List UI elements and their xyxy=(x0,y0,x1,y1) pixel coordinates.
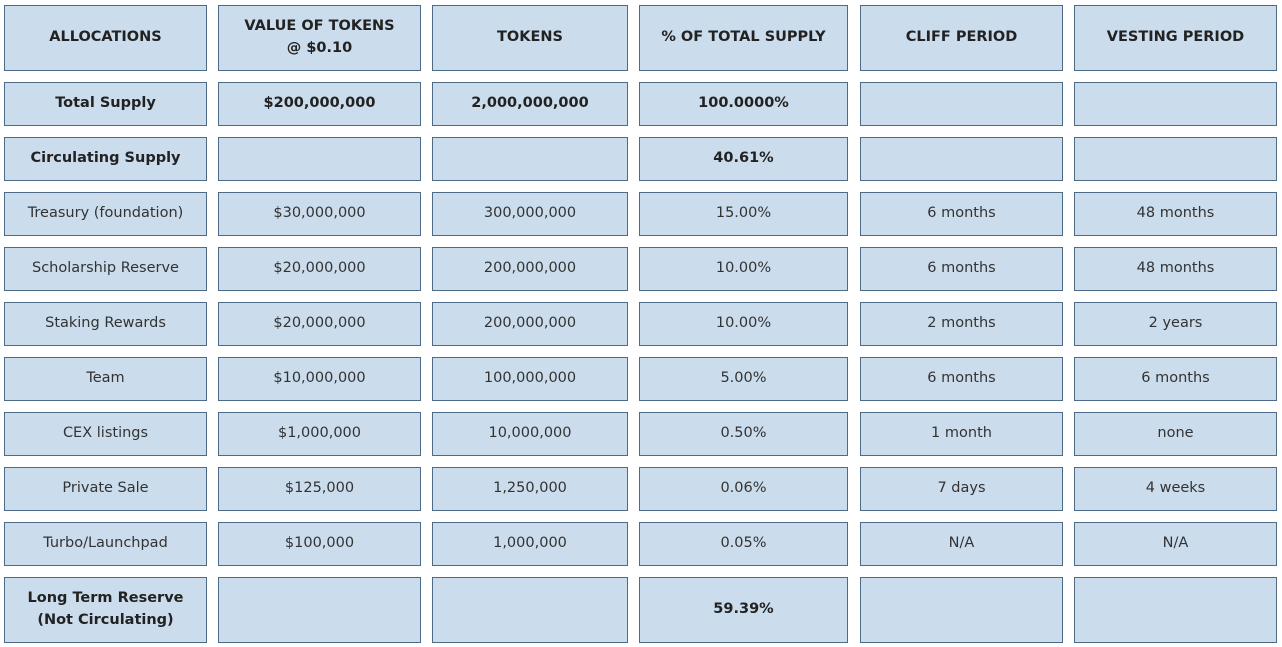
table-cell: Team xyxy=(4,357,207,401)
header-cell: VALUE OF TOKENS @ $0.10 xyxy=(218,5,421,71)
table-cell: 6 months xyxy=(860,357,1063,401)
table-cell xyxy=(218,137,421,181)
table-cell: 2,000,000,000 xyxy=(432,82,628,126)
table-cell: Total Supply xyxy=(4,82,207,126)
table-cell: 1,250,000 xyxy=(432,467,628,511)
table-cell: 100.0000% xyxy=(639,82,848,126)
table-cell: Staking Rewards xyxy=(4,302,207,346)
table-cell: 0.50% xyxy=(639,412,848,456)
table-cell: 100,000,000 xyxy=(432,357,628,401)
table-cell xyxy=(860,137,1063,181)
table-cell xyxy=(432,577,628,643)
table-cell: 7 days xyxy=(860,467,1063,511)
table-cell: 300,000,000 xyxy=(432,192,628,236)
table-cell: 6 months xyxy=(860,192,1063,236)
header-cell: TOKENS xyxy=(432,5,628,71)
table-cell: Long Term Reserve (Not Circulating) xyxy=(4,577,207,643)
table-cell: N/A xyxy=(860,522,1063,566)
table-cell: 10.00% xyxy=(639,247,848,291)
table-cell: 2 months xyxy=(860,302,1063,346)
table-cell: Turbo/Launchpad xyxy=(4,522,207,566)
table-cell: 48 months xyxy=(1074,247,1277,291)
table-cell: 200,000,000 xyxy=(432,247,628,291)
table-cell: Treasury (foundation) xyxy=(4,192,207,236)
table-cell: 1,000,000 xyxy=(432,522,628,566)
table-cell: $10,000,000 xyxy=(218,357,421,401)
header-cell: VESTING PERIOD xyxy=(1074,5,1277,71)
table-cell xyxy=(860,577,1063,643)
table-cell: CEX listings xyxy=(4,412,207,456)
table-cell: $20,000,000 xyxy=(218,302,421,346)
table-cell xyxy=(432,137,628,181)
table-cell xyxy=(1074,82,1277,126)
table-cell: $125,000 xyxy=(218,467,421,511)
table-cell: 2 years xyxy=(1074,302,1277,346)
header-cell: ALLOCATIONS xyxy=(4,5,207,71)
table-cell: Scholarship Reserve xyxy=(4,247,207,291)
table-cell: $30,000,000 xyxy=(218,192,421,236)
table-cell: 10,000,000 xyxy=(432,412,628,456)
table-cell: Private Sale xyxy=(4,467,207,511)
table-cell: 10.00% xyxy=(639,302,848,346)
table-cell: $100,000 xyxy=(218,522,421,566)
table-cell xyxy=(1074,577,1277,643)
table-cell xyxy=(860,82,1063,126)
table-cell: 5.00% xyxy=(639,357,848,401)
table-cell: none xyxy=(1074,412,1277,456)
table-cell: Circulating Supply xyxy=(4,137,207,181)
table-cell: 4 weeks xyxy=(1074,467,1277,511)
table-cell: $1,000,000 xyxy=(218,412,421,456)
table-cell: 1 month xyxy=(860,412,1063,456)
table-cell xyxy=(1074,137,1277,181)
table-cell: 0.05% xyxy=(639,522,848,566)
table-cell: 59.39% xyxy=(639,577,848,643)
table-cell: 6 months xyxy=(1074,357,1277,401)
table-cell: 200,000,000 xyxy=(432,302,628,346)
table-cell: N/A xyxy=(1074,522,1277,566)
header-cell: % OF TOTAL SUPPLY xyxy=(639,5,848,71)
table-cell: 0.06% xyxy=(639,467,848,511)
table-cell: 48 months xyxy=(1074,192,1277,236)
table-cell xyxy=(218,577,421,643)
header-cell: CLIFF PERIOD xyxy=(860,5,1063,71)
table-cell: 6 months xyxy=(860,247,1063,291)
table-cell: 40.61% xyxy=(639,137,848,181)
table-cell: $20,000,000 xyxy=(218,247,421,291)
table-cell: 15.00% xyxy=(639,192,848,236)
table-cell: $200,000,000 xyxy=(218,82,421,126)
